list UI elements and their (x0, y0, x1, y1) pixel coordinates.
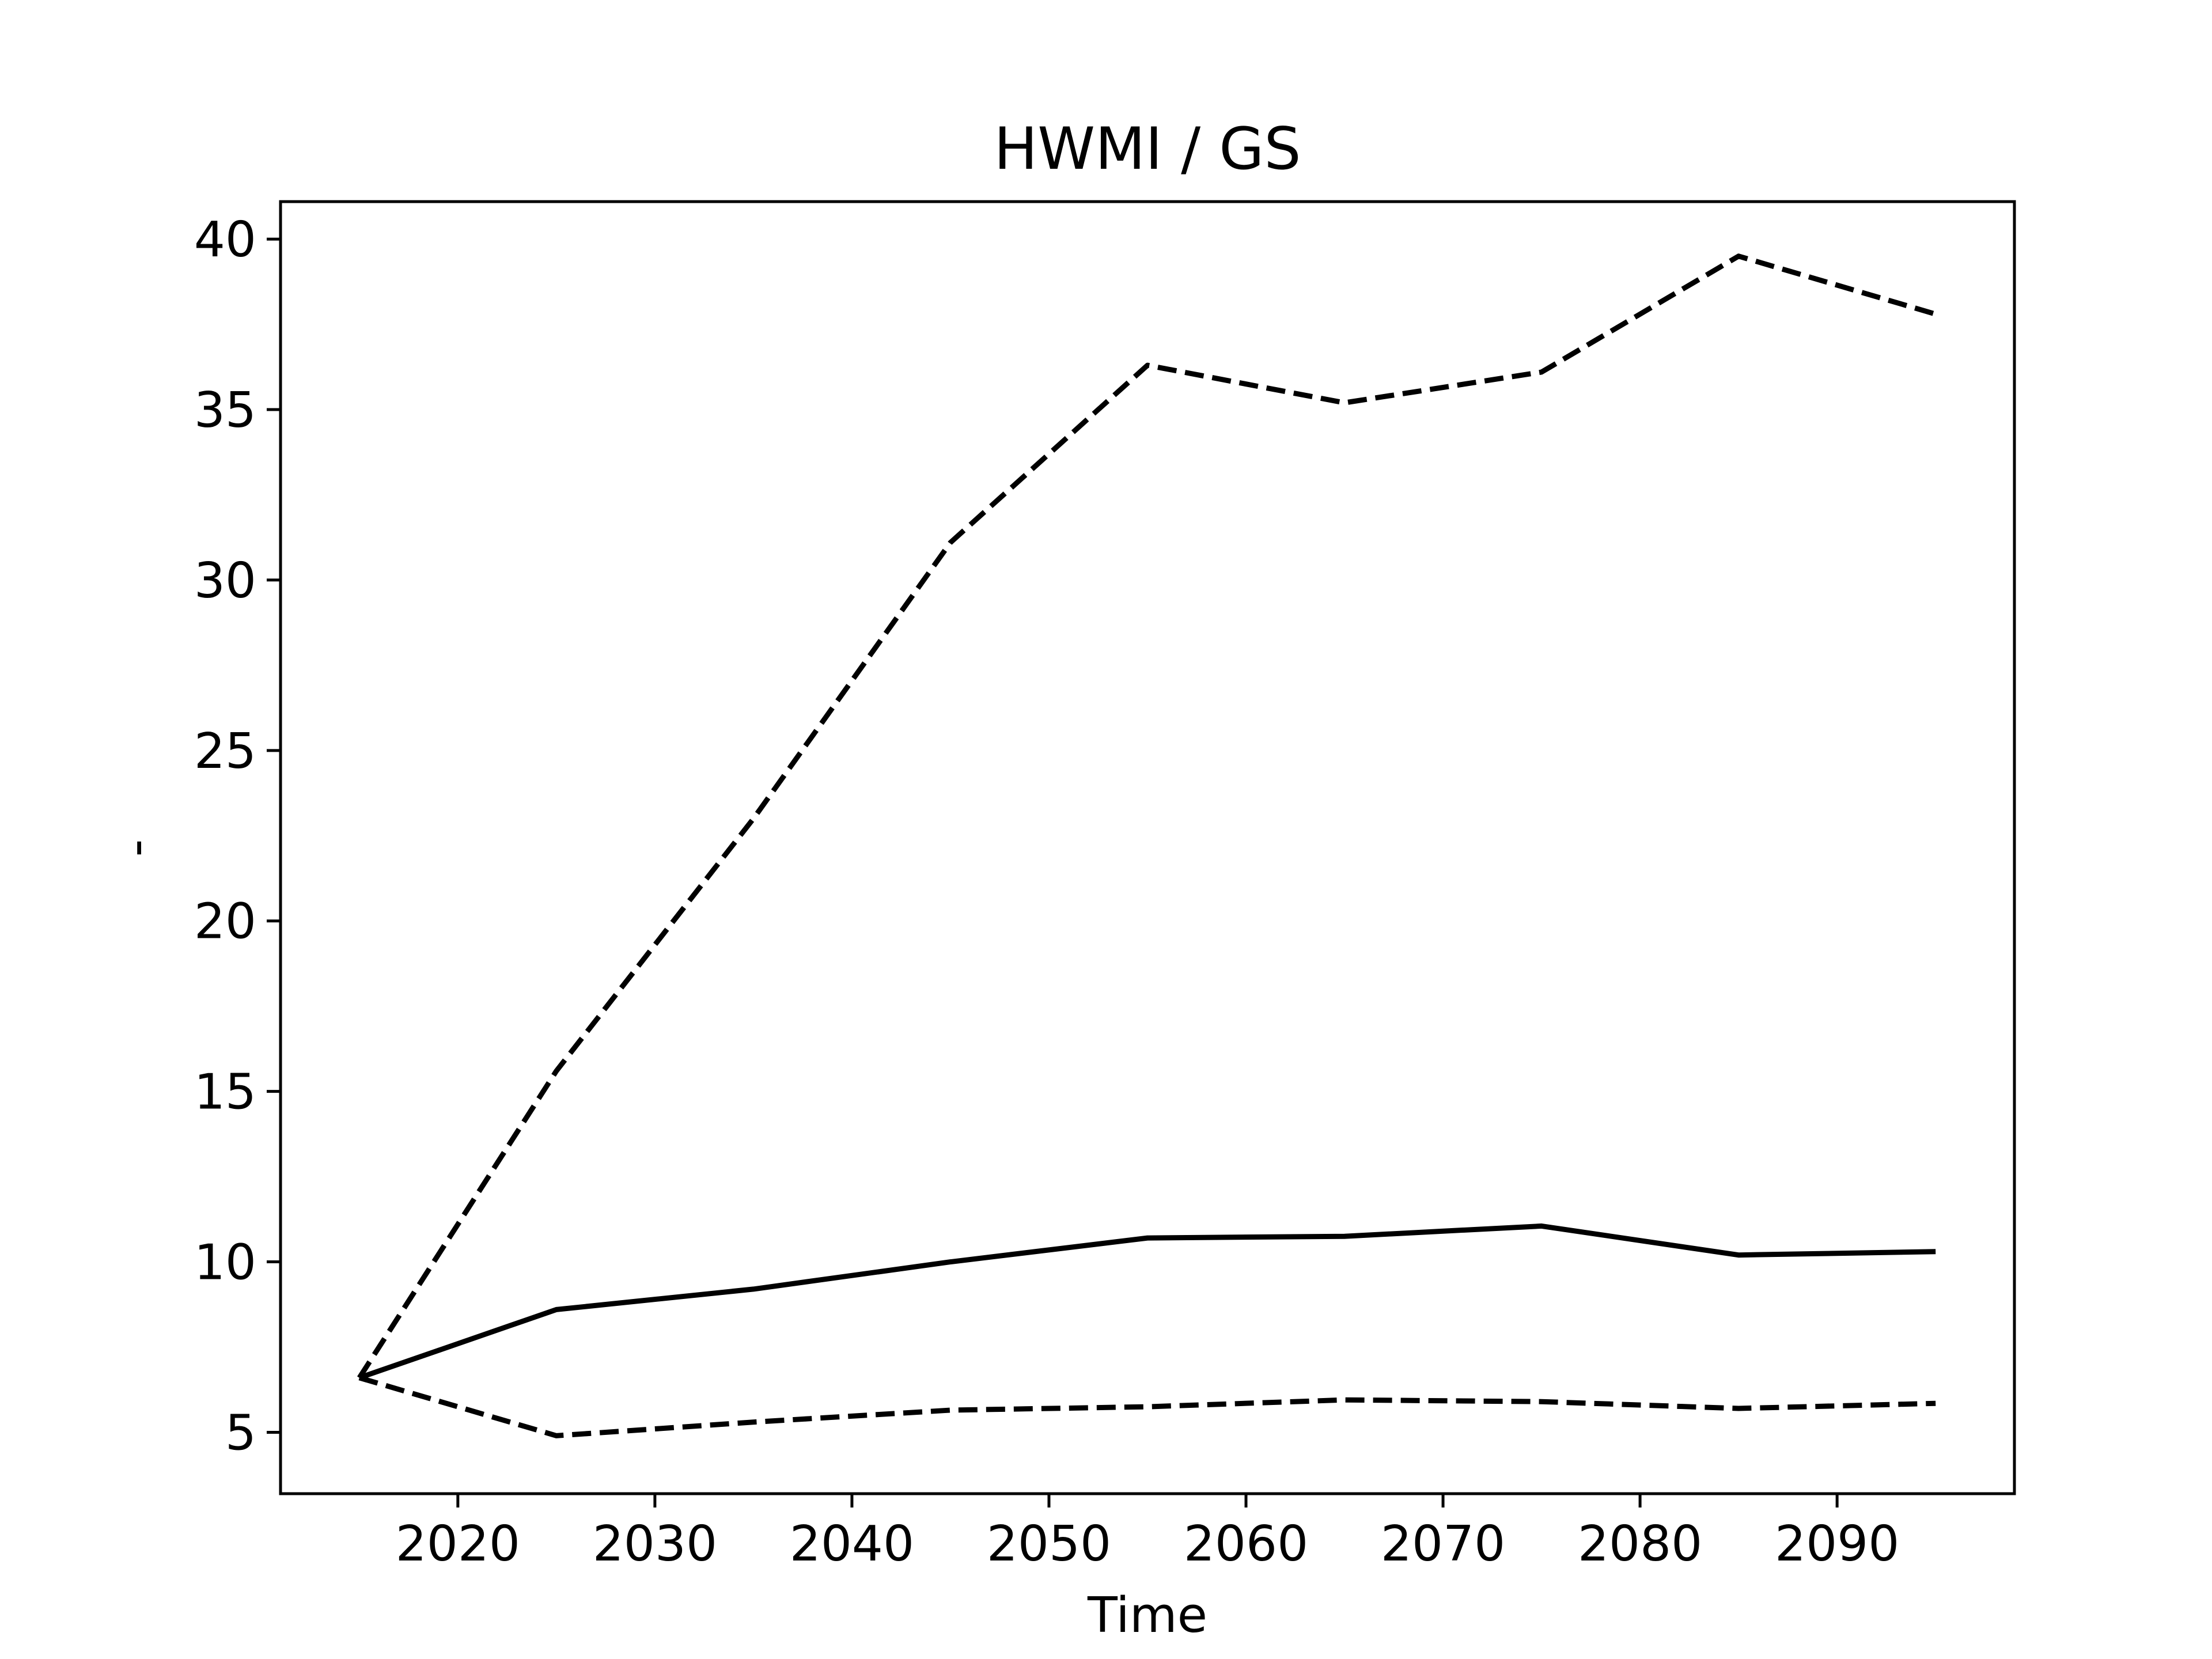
series-layer (357, 253, 1937, 1438)
y-tick-label: 10 (194, 1234, 256, 1291)
y-tick-label: 15 (194, 1064, 256, 1121)
x-tick-label: 2040 (790, 1516, 914, 1573)
x-tick-label: 2030 (593, 1516, 717, 1573)
y-tick-label: 40 (194, 211, 256, 268)
x-tick-label: 2070 (1381, 1516, 1505, 1573)
x-tick-label: 2050 (987, 1516, 1111, 1573)
y-tick-label: 20 (194, 893, 256, 950)
x-axis-label: Time (1087, 1587, 1207, 1644)
plot-area-frame (279, 200, 2016, 1495)
y-tick-label: 30 (194, 552, 256, 609)
x-tick-label: 2020 (396, 1516, 520, 1573)
x-tick-label: 2060 (1184, 1516, 1308, 1573)
y-tick-label: 25 (194, 723, 256, 780)
y-tick-label: 5 (225, 1404, 256, 1461)
y-axis-ticks: 5 10 15 20 25 30 35 40 (194, 211, 281, 1461)
series-line-2 (357, 253, 1937, 1380)
x-tick-label: 2090 (1775, 1516, 1899, 1573)
series-line-1 (358, 1223, 1936, 1381)
y-axis-label: - (108, 839, 165, 857)
x-axis-ticks: 2020 2030 2040 2050 2060 2070 2080 2090 (396, 1494, 1899, 1573)
chart-title: HWMI / GS (994, 115, 1301, 183)
x-tick-label: 2080 (1578, 1516, 1702, 1573)
y-tick-label: 35 (194, 382, 256, 439)
